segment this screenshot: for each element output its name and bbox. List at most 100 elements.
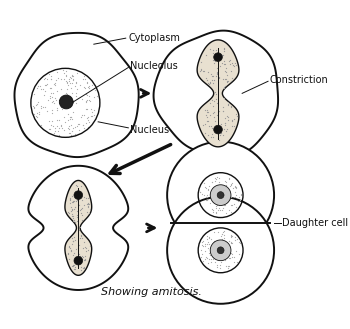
Point	[221, 95, 227, 100]
Point	[233, 237, 238, 242]
Point	[224, 126, 230, 132]
Point	[87, 99, 92, 104]
Point	[72, 219, 78, 224]
Point	[69, 74, 75, 79]
Point	[77, 236, 83, 241]
Point	[209, 98, 215, 103]
Point	[219, 231, 225, 237]
Point	[204, 233, 209, 239]
Point	[71, 198, 77, 204]
Point	[47, 126, 53, 132]
Point	[60, 99, 65, 105]
Point	[213, 244, 219, 250]
Point	[76, 264, 81, 269]
Point	[70, 199, 76, 204]
Point	[229, 124, 235, 129]
Point	[207, 80, 212, 85]
Point	[210, 242, 216, 247]
Point	[226, 58, 232, 63]
Point	[210, 126, 215, 131]
Point	[214, 211, 219, 216]
Point	[220, 132, 226, 138]
Point	[215, 51, 220, 56]
Point	[80, 265, 86, 270]
Point	[54, 88, 60, 93]
Point	[216, 55, 221, 60]
Point	[221, 48, 226, 53]
Polygon shape	[154, 31, 278, 156]
Point	[217, 75, 222, 80]
Point	[67, 131, 73, 136]
Point	[74, 70, 79, 75]
Point	[205, 109, 211, 114]
Point	[228, 194, 233, 199]
Point	[221, 85, 226, 90]
Point	[219, 243, 225, 248]
Point	[75, 213, 80, 218]
Point	[67, 74, 72, 79]
Point	[222, 186, 228, 191]
Point	[199, 240, 205, 245]
Point	[213, 209, 219, 215]
Point	[205, 108, 210, 113]
Point	[223, 76, 229, 82]
Point	[71, 266, 77, 271]
Point	[232, 254, 237, 259]
Point	[210, 179, 215, 185]
Point	[222, 77, 228, 82]
Point	[211, 239, 217, 244]
Point	[91, 95, 97, 100]
Point	[42, 82, 47, 88]
Point	[52, 83, 58, 88]
Point	[76, 202, 82, 208]
Point	[47, 93, 52, 98]
Point	[202, 257, 208, 262]
Point	[35, 99, 41, 105]
Point	[85, 201, 91, 207]
Point	[223, 65, 229, 70]
Point	[212, 243, 218, 248]
Point	[45, 97, 51, 103]
Point	[230, 180, 235, 185]
Point	[61, 114, 66, 120]
Point	[219, 52, 225, 58]
Point	[211, 194, 216, 199]
Point	[203, 75, 209, 80]
Point	[72, 131, 78, 137]
Point	[214, 55, 219, 60]
Point	[212, 260, 218, 265]
Point	[201, 243, 206, 249]
Point	[214, 73, 219, 79]
Point	[226, 266, 231, 271]
Point	[66, 126, 72, 132]
Point	[229, 78, 234, 83]
Circle shape	[74, 191, 83, 199]
Point	[229, 118, 234, 124]
Point	[83, 245, 89, 251]
Point	[199, 252, 205, 257]
Point	[211, 58, 216, 63]
Point	[215, 100, 220, 105]
Point	[47, 118, 52, 124]
Point	[212, 244, 218, 250]
Point	[208, 260, 214, 265]
Point	[220, 104, 226, 109]
Point	[51, 131, 57, 136]
Point	[52, 80, 58, 85]
Polygon shape	[14, 33, 139, 157]
Point	[219, 182, 225, 188]
Point	[229, 240, 234, 245]
Point	[203, 254, 209, 259]
Point	[226, 263, 231, 268]
Point	[230, 185, 236, 190]
Point	[232, 184, 238, 189]
Point	[206, 236, 212, 241]
Point	[80, 122, 86, 128]
Point	[71, 207, 77, 212]
Circle shape	[167, 142, 274, 249]
Point	[46, 72, 51, 77]
Point	[218, 259, 223, 265]
Point	[64, 91, 69, 97]
Point	[198, 67, 204, 73]
Circle shape	[217, 192, 224, 199]
